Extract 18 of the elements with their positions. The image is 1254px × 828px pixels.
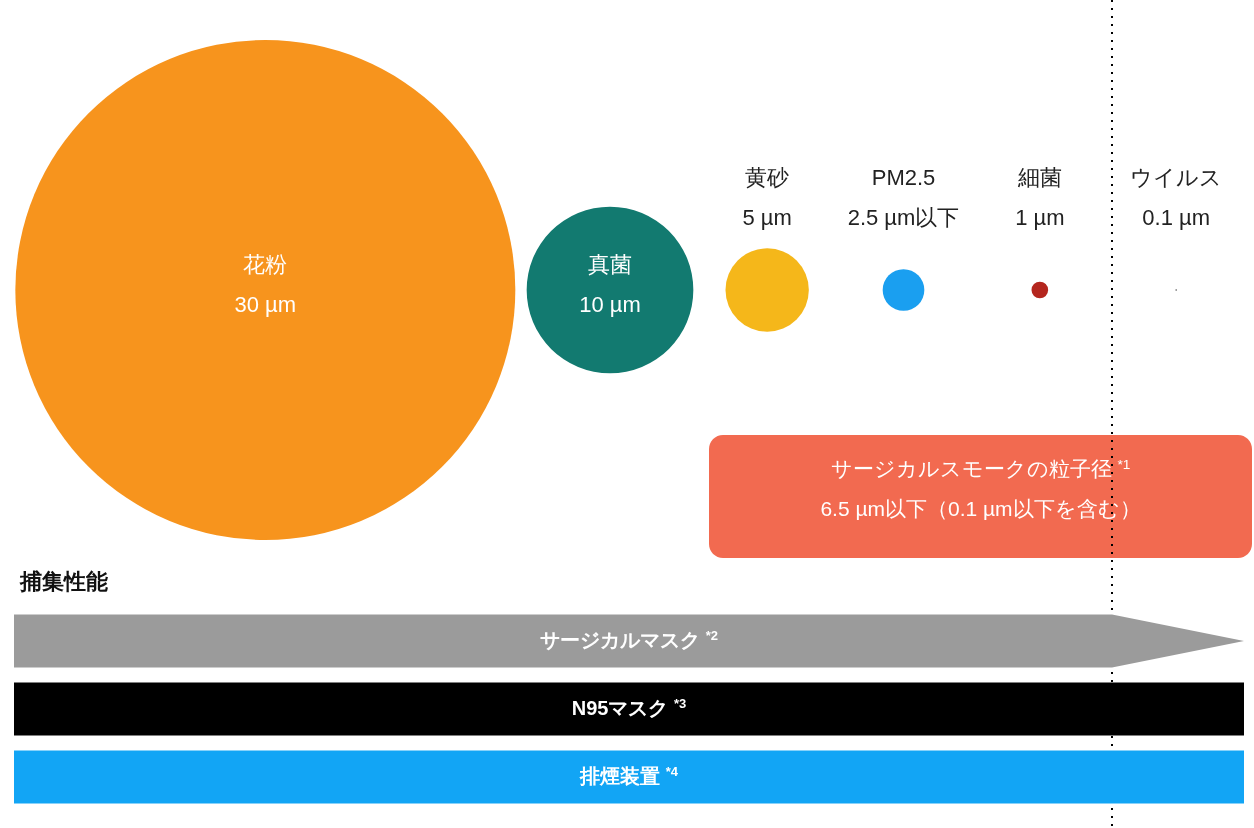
data-label: 0.1 µm <box>1142 205 1211 230</box>
data-label: 30 µm <box>234 292 297 317</box>
category-label: 花粉 <box>243 252 288 277</box>
data-label: 10 µm <box>579 292 641 317</box>
data-label: 2.5 µm以下 <box>847 205 960 230</box>
category-label: PM2.5 <box>871 165 936 190</box>
text: サージカルスモークの粒子径 $^{*1}$ <box>830 456 1131 480</box>
category-label: ウイルス <box>1130 165 1223 190</box>
category-label: 真菌 <box>588 252 632 277</box>
category-label: 細菌 <box>1016 165 1062 190</box>
text: サージカルマスク $^{*2}$ <box>540 627 718 651</box>
text: N95マスク $^{*3}$ <box>571 695 687 719</box>
data-label: 1 µm <box>1015 205 1065 230</box>
text: 捕集性能 <box>19 569 108 594</box>
category-label: 黄砂 <box>745 165 790 190</box>
data-label: 5 µm <box>742 205 792 230</box>
text: 6.5 µm以下（0.1 µm以下を含む） <box>820 497 1141 520</box>
text: 排煙装置 $^{*4}$ <box>579 763 679 787</box>
